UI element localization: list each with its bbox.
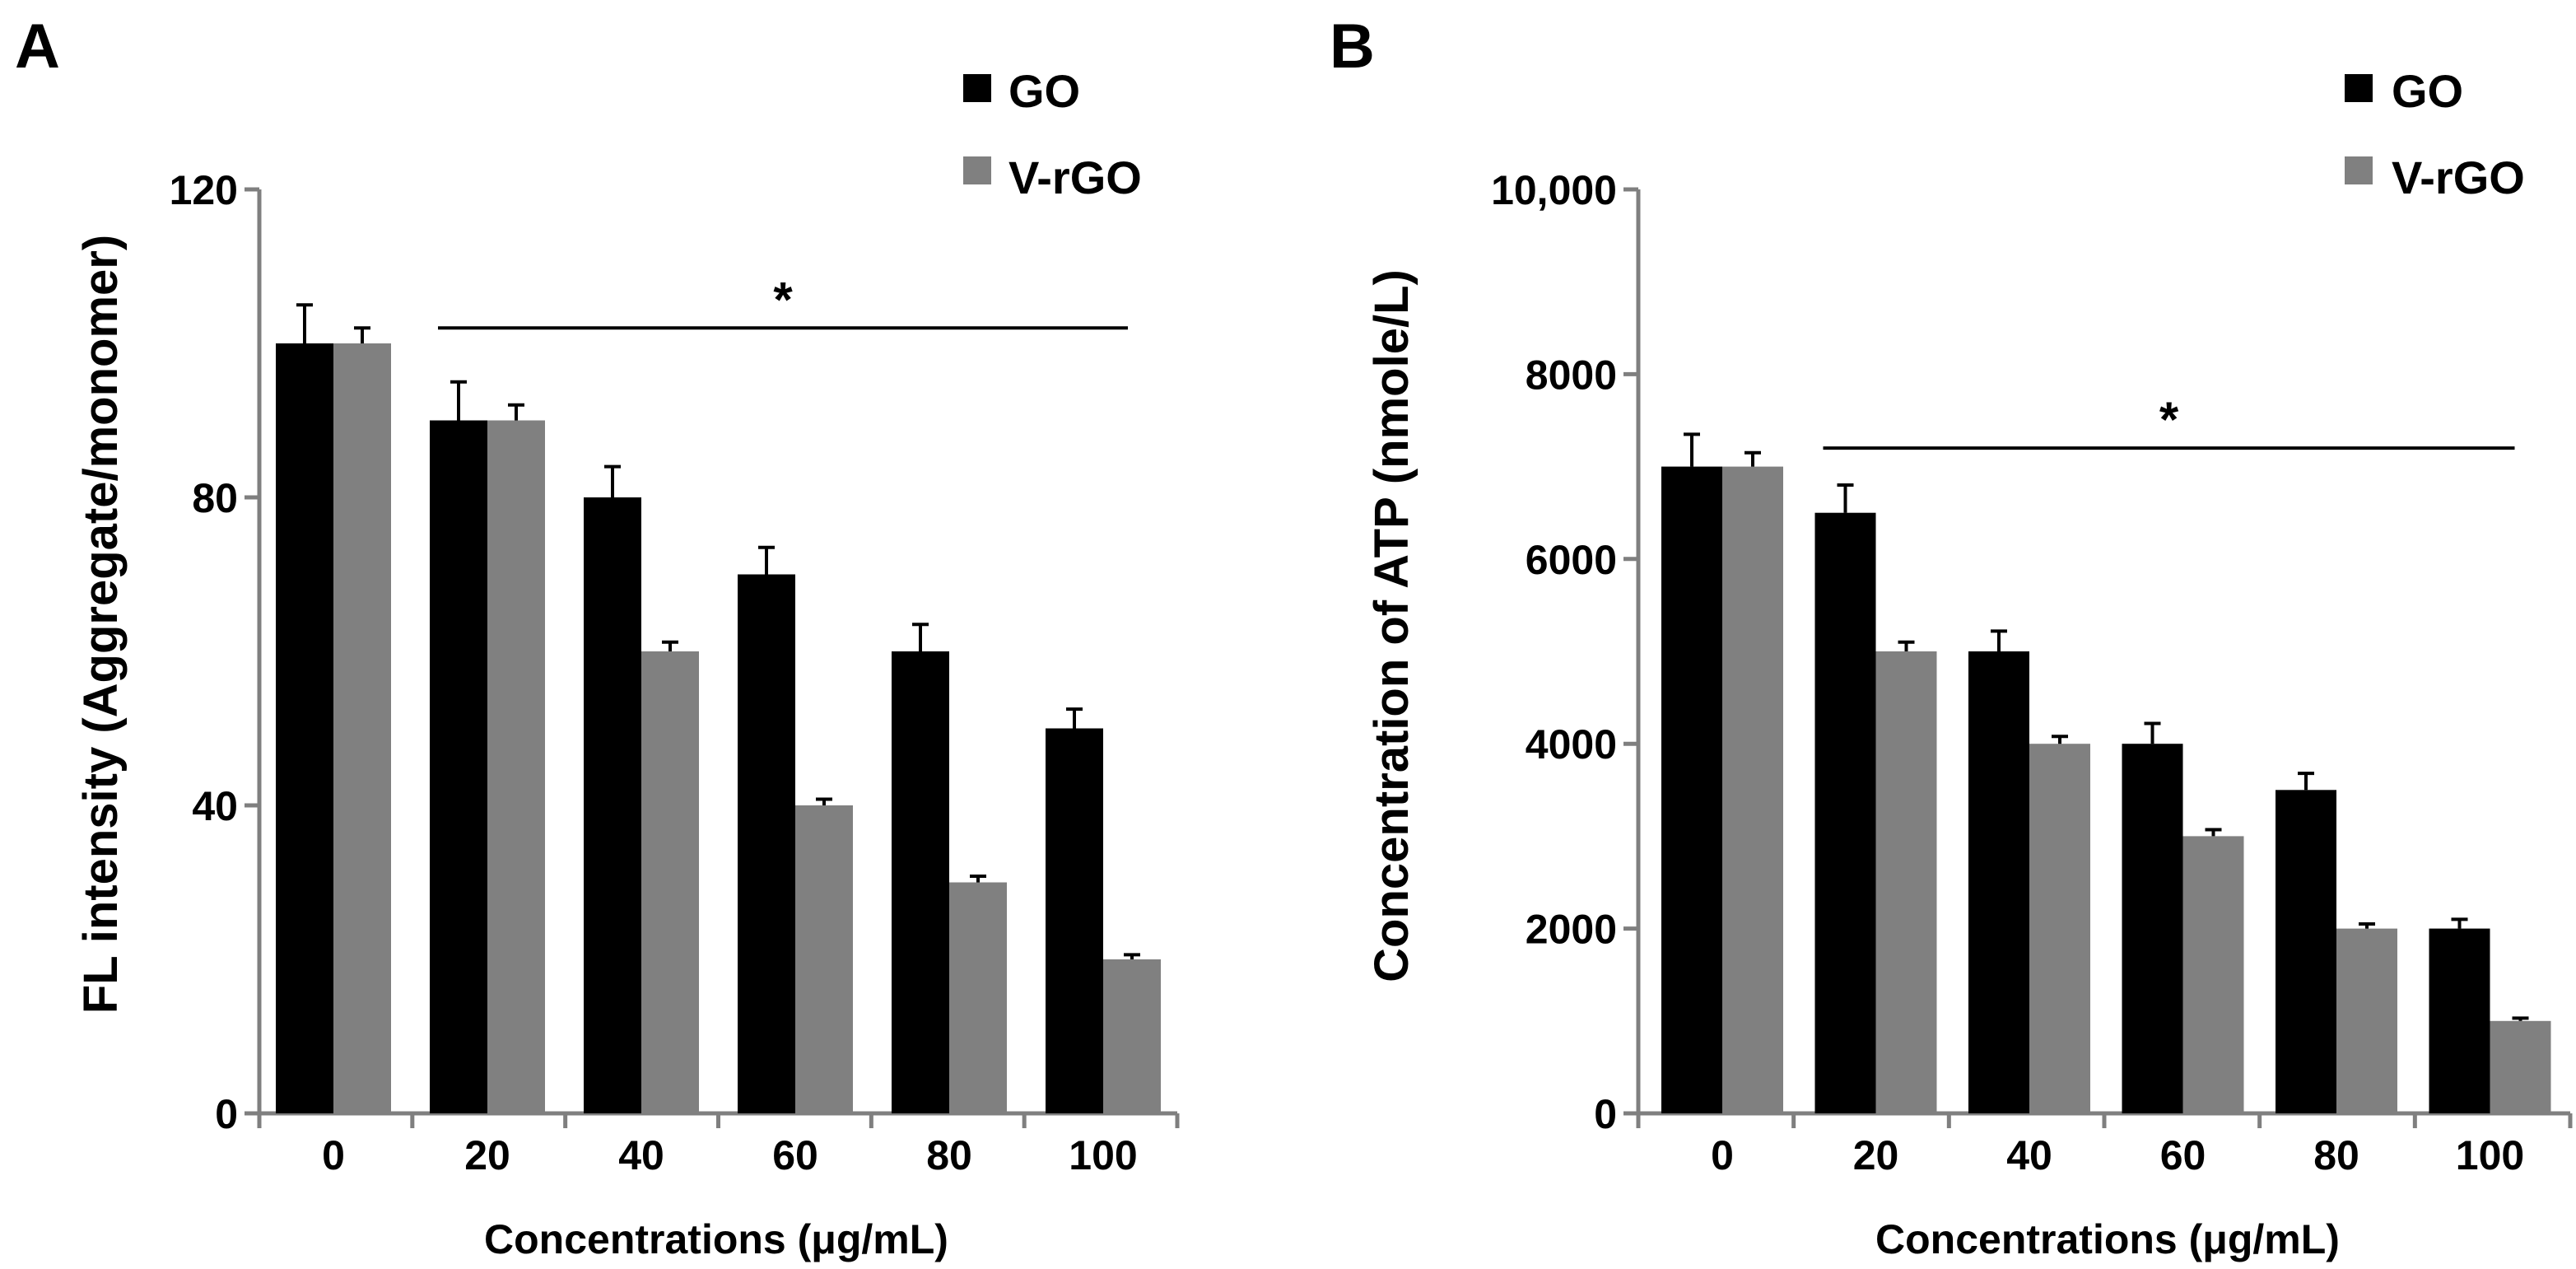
panel-a-x-tick-label: 80 xyxy=(926,1132,972,1178)
panel-a-error-bar-v-rgo-40 xyxy=(662,640,678,651)
panel-a-plot-area: 0 40 80 120 0 20 40 60 80 100 * xyxy=(170,167,1180,1178)
panel-a-bar-v-rgo-40 xyxy=(641,651,699,1113)
panel-b-x-tick-label: 20 xyxy=(1853,1132,1899,1178)
panel-a-error-bar-v-rgo-80 xyxy=(970,875,986,883)
panel-a-x-tick-label: 40 xyxy=(618,1132,664,1178)
panel-a-error-bar-go-80 xyxy=(912,623,929,651)
panel-b-x-tick-label: 40 xyxy=(2006,1132,2052,1178)
panel-b-bar-go-40 xyxy=(1968,651,2029,1113)
panel-b-y-tick-label: 8000 xyxy=(1526,352,1617,398)
panel-b-x-tick-label: 100 xyxy=(2456,1132,2524,1178)
panel-b-error-bar-go-40 xyxy=(1991,629,2007,651)
panel-a-significance-star: * xyxy=(773,272,793,327)
panel-b-plot-area: 0 2000 4000 6000 8000 10,000 0 20 40 60 80 100 * xyxy=(1491,167,2573,1178)
legend-a-vrgo-label: V-rGO xyxy=(1009,152,1142,203)
panel-b-x-tick-label: 60 xyxy=(2160,1132,2206,1178)
panel-a-error-bar-go-20 xyxy=(450,380,467,421)
panel-b-letter: B xyxy=(1330,12,1375,82)
panel-a-bar-v-rgo-20 xyxy=(487,420,545,1113)
panel-b-bar-v-rgo-80 xyxy=(2336,928,2397,1113)
panel-a-bar-go-0 xyxy=(276,343,333,1113)
panel-b-error-bar-go-100 xyxy=(2451,917,2468,929)
panel-a-x-tick-label: 0 xyxy=(322,1132,345,1178)
panel-b-y-tick-label: 4000 xyxy=(1526,721,1617,767)
panel-a-bar-go-80 xyxy=(892,651,949,1113)
panel-b-error-bar-v-rgo-80 xyxy=(2359,921,2375,929)
panel-a-error-bar-v-rgo-100 xyxy=(1124,953,1140,959)
panel-b-error-bar-go-60 xyxy=(2144,721,2161,744)
legend-b-vrgo-label: V-rGO xyxy=(2392,152,2525,203)
panel-b-y-tick-label: 2000 xyxy=(1526,907,1617,953)
panel-b-y-tick-label: 0 xyxy=(1594,1091,1617,1137)
panel-a-bar-go-60 xyxy=(738,574,795,1113)
panel-b-bar-v-rgo-100 xyxy=(2490,1020,2551,1113)
panel-a-bar-v-rgo-80 xyxy=(949,882,1007,1113)
panel-b-error-bar-go-0 xyxy=(1684,432,1700,467)
panel-a-y-axis-title: FL intensity (Aggregate/monomer) xyxy=(74,235,128,1014)
panel-b-bar-go-20 xyxy=(1814,512,1876,1113)
panel-a-y-tick-label: 40 xyxy=(192,783,238,829)
panel-b-error-bar-v-rgo-60 xyxy=(2205,828,2222,837)
panel-b: B GO V-rGO Concentration of ATP (nmole/L… xyxy=(1330,12,2573,1262)
legend-b-vrgo-swatch xyxy=(2345,156,2373,184)
legend-b-go-label: GO xyxy=(2392,65,2463,117)
panel-a-bar-v-rgo-60 xyxy=(795,805,853,1113)
panel-a-x-tick-label: 60 xyxy=(772,1132,818,1178)
panel-a-error-bar-v-rgo-20 xyxy=(508,403,524,421)
legend-a-vrgo-swatch xyxy=(963,156,991,184)
panel-b-bar-v-rgo-20 xyxy=(1875,651,1937,1113)
panel-a-bar-go-100 xyxy=(1046,728,1103,1113)
panel-a-y-tick-label: 120 xyxy=(170,167,238,213)
panel-a-error-bar-go-0 xyxy=(296,303,313,343)
panel-b-x-tick-label: 80 xyxy=(2313,1132,2359,1178)
panel-a-error-bar-v-rgo-60 xyxy=(816,797,832,805)
panel-b-bar-go-80 xyxy=(2276,790,2336,1113)
panel-a-error-bar-go-60 xyxy=(758,545,775,575)
panel-b-error-bar-v-rgo-0 xyxy=(1745,450,1761,467)
panel-a-bar-go-40 xyxy=(584,497,641,1113)
legend-a-go-swatch xyxy=(963,74,991,102)
panel-b-bar-go-60 xyxy=(2122,744,2183,1113)
panel-a-y-tick-label: 0 xyxy=(215,1091,238,1137)
panel-a-error-bar-go-100 xyxy=(1066,707,1083,729)
panel-b-error-bar-v-rgo-100 xyxy=(2512,1016,2529,1021)
panel-b-bar-go-0 xyxy=(1661,466,1722,1113)
panel-a-letter: A xyxy=(15,12,60,82)
panel-b-error-bar-v-rgo-40 xyxy=(2052,735,2068,744)
panel-b-error-bar-go-20 xyxy=(1837,483,1854,513)
panel-b-bar-v-rgo-0 xyxy=(1722,466,1783,1113)
panel-a: A GO V-rGO FL intensity (Aggregate/monom… xyxy=(15,12,1180,1262)
panel-a-x-axis-title: Concentrations (μg/mL) xyxy=(484,1216,948,1262)
panel-a-y-tick-label: 80 xyxy=(192,475,238,521)
panel-b-bar-v-rgo-40 xyxy=(2029,744,2090,1113)
panel-b-bar-v-rgo-60 xyxy=(2182,836,2244,1113)
panel-b-y-axis-title: Concentration of ATP (nmole/L) xyxy=(1365,269,1418,982)
panel-a-x-tick-label: 20 xyxy=(464,1132,510,1178)
panel-b-y-tick-label: 10,000 xyxy=(1491,167,1617,213)
panel-b-bar-go-100 xyxy=(2429,928,2490,1113)
panel-a-bar-v-rgo-100 xyxy=(1103,959,1161,1113)
legend-b-go-swatch xyxy=(2345,74,2373,102)
legend-a-go-label: GO xyxy=(1009,65,1080,117)
panel-b-significance-star: * xyxy=(2159,392,2179,447)
panel-b-x-tick-label: 0 xyxy=(1711,1132,1734,1178)
panel-a-error-bar-v-rgo-0 xyxy=(354,326,370,343)
panel-b-error-bar-v-rgo-20 xyxy=(1898,640,1915,651)
panel-a-error-bar-go-40 xyxy=(604,464,621,497)
panel-b-error-bar-go-80 xyxy=(2298,772,2314,791)
panel-b-y-tick-label: 6000 xyxy=(1526,537,1617,583)
panel-b-x-axis-title: Concentrations (μg/mL) xyxy=(1875,1216,2340,1262)
panel-a-x-tick-label: 100 xyxy=(1069,1132,1137,1178)
panel-a-bar-v-rgo-0 xyxy=(333,343,391,1113)
panel-a-bar-go-20 xyxy=(430,420,487,1113)
